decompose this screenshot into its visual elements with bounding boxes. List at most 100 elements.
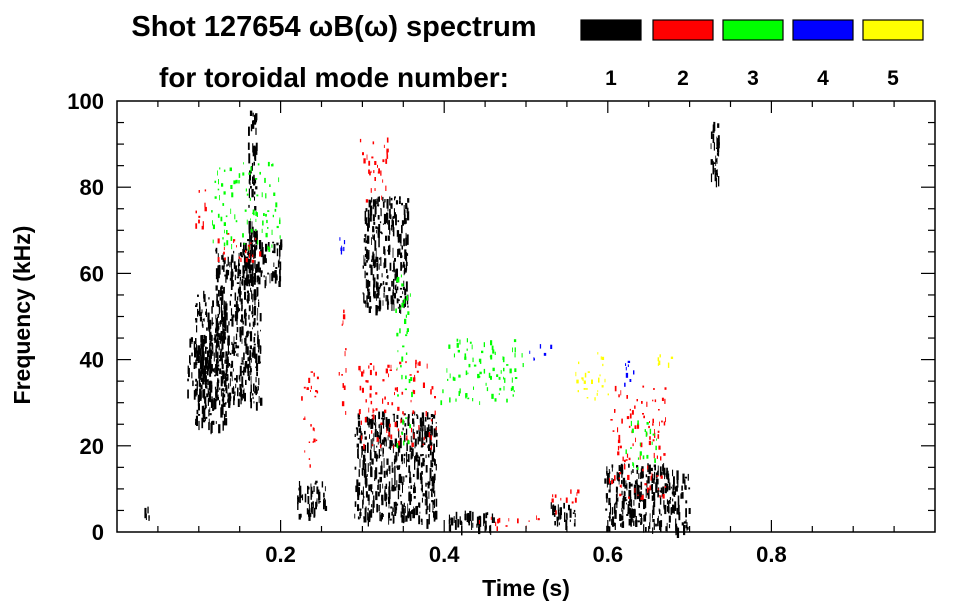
- spectral-point: [391, 280, 393, 287]
- spectral-point: [560, 497, 562, 501]
- spectral-point: [195, 345, 198, 354]
- spectral-point: [627, 512, 630, 515]
- spectral-point: [234, 292, 237, 301]
- spectral-point: [264, 177, 266, 183]
- spectral-point: [391, 301, 393, 311]
- spectral-point: [374, 240, 377, 251]
- spectral-point: [659, 421, 660, 427]
- spectral-point: [214, 180, 217, 183]
- spectral-point: [243, 388, 245, 396]
- spectral-point: [195, 359, 197, 369]
- spectral-point: [454, 519, 457, 530]
- spectral-point: [238, 263, 240, 266]
- spectral-point: [223, 329, 225, 333]
- spectral-point: [464, 513, 467, 520]
- spectral-point: [387, 418, 390, 426]
- spectral-point: [199, 383, 202, 388]
- spectral-point: [429, 447, 432, 456]
- spectral-point: [276, 225, 279, 229]
- spectral-point: [512, 394, 514, 397]
- spectral-point: [217, 313, 220, 318]
- spectral-point: [558, 509, 560, 520]
- spectral-point: [251, 226, 254, 231]
- spectral-point: [647, 476, 650, 484]
- spectral-point: [360, 435, 363, 441]
- spectral-point: [254, 296, 256, 306]
- spectral-point: [374, 161, 377, 165]
- spectral-point: [654, 399, 657, 403]
- spectral-point: [218, 179, 219, 185]
- spectral-point: [674, 501, 677, 511]
- spectral-point: [652, 527, 654, 534]
- spectral-point: [248, 153, 251, 164]
- spectral-point: [408, 379, 411, 384]
- spectral-point: [664, 504, 667, 515]
- spectral-point: [276, 242, 279, 246]
- spectral-point: [385, 368, 388, 374]
- spectral-point: [215, 370, 217, 376]
- spectral-point: [265, 243, 268, 252]
- spectral-point: [373, 200, 377, 207]
- spectral-point: [645, 431, 648, 437]
- spectral-point: [356, 427, 359, 436]
- spectral-point: [651, 473, 654, 483]
- spectral-point: [389, 262, 392, 271]
- spectral-point: [594, 397, 596, 401]
- spectral-point: [406, 331, 408, 334]
- spectral-point: [412, 389, 414, 393]
- spectral-point: [360, 425, 361, 434]
- spectral-point: [189, 362, 191, 365]
- spectral-point: [634, 405, 636, 409]
- spectral-point: [398, 478, 400, 483]
- spectral-point: [246, 346, 249, 356]
- spectrum-marks: [144, 110, 720, 538]
- spectral-point: [384, 249, 386, 256]
- spectral-point: [217, 340, 220, 347]
- spectral-point: [636, 483, 638, 494]
- spectral-point: [239, 274, 241, 277]
- spectral-point: [372, 199, 375, 206]
- spectral-point: [640, 499, 643, 502]
- spectral-point: [381, 497, 384, 506]
- spectral-point: [269, 184, 271, 187]
- spectral-point: [204, 302, 207, 307]
- spectral-point: [225, 375, 227, 385]
- spectral-point: [663, 467, 666, 476]
- spectral-point: [219, 368, 222, 375]
- spectral-point: [386, 154, 389, 159]
- spectral-point: [637, 494, 639, 497]
- spectral-point: [464, 356, 467, 360]
- spectral-point: [502, 356, 504, 360]
- spectral-point: [666, 470, 669, 480]
- spectral-point: [403, 280, 405, 287]
- spectral-point: [252, 112, 254, 117]
- spectral-point: [681, 485, 683, 491]
- spectral-point: [565, 519, 568, 530]
- spectral-point: [457, 519, 460, 528]
- spectral-point: [233, 250, 235, 254]
- spectral-point: [407, 454, 410, 463]
- spectral-point: [396, 387, 398, 392]
- spectral-point: [625, 480, 627, 489]
- spectral-point: [543, 352, 547, 356]
- spectral-point: [416, 430, 418, 434]
- spectral-point: [378, 196, 380, 202]
- spectral-point: [479, 361, 482, 364]
- spectral-point: [490, 524, 492, 535]
- spectral-point: [382, 201, 385, 208]
- spectral-point: [397, 428, 400, 432]
- spectral-point: [376, 503, 379, 513]
- spectral-point: [249, 197, 251, 201]
- spectral-point: [212, 407, 215, 411]
- spectral-point: [372, 503, 374, 514]
- spectral-point: [375, 422, 377, 432]
- spectral-point: [265, 232, 268, 238]
- spectral-point: [215, 333, 218, 337]
- mode-1-region: [297, 480, 328, 521]
- spectral-point: [685, 519, 687, 524]
- spectral-point: [558, 522, 560, 526]
- spectral-point: [634, 425, 637, 429]
- spectral-point: [611, 507, 613, 515]
- spectral-point: [193, 341, 196, 350]
- spectral-point: [456, 338, 459, 342]
